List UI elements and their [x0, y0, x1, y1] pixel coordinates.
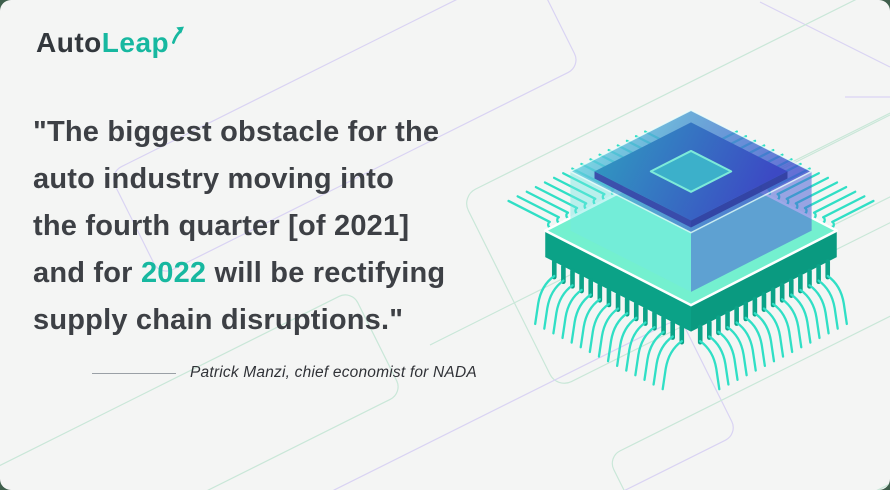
chip-pin [652, 335, 674, 386]
chip-pin [771, 302, 794, 354]
quote-line: and for 2022 will be rectifying [33, 257, 446, 289]
attribution-dash [92, 372, 176, 374]
chip-pin [507, 199, 556, 230]
cpu-chip-illustration [507, 109, 875, 391]
chip-pin [762, 307, 785, 358]
quote-line: auto industry moving into [33, 163, 395, 195]
chip-pin [534, 274, 556, 326]
chip-pin [717, 330, 739, 382]
chip-pin [588, 302, 611, 354]
chip-pin [625, 321, 647, 372]
chip-pin [735, 321, 757, 372]
chip-pin [561, 288, 583, 340]
chip-pin [615, 316, 638, 368]
chip-glass-right-face [691, 171, 812, 292]
chip-base-left-face [545, 230, 691, 332]
chip-pin [826, 274, 848, 326]
logo-text-leap: Leap [101, 27, 170, 58]
chip-pin [781, 298, 803, 349]
logo-text-auto: Auto [36, 27, 102, 58]
quote-line: supply chain disruptions." [33, 304, 404, 336]
chip-pin [726, 326, 748, 377]
quote-text: "The biggest obstacle for the auto indus… [33, 109, 533, 344]
attribution: Patrick Manzi, chief economist for NADA [92, 364, 477, 382]
quote-line: the fourth quarter [of 2021] [33, 210, 410, 242]
chip-pin [826, 199, 875, 230]
chip-pin [643, 330, 665, 382]
chip-base-right-face [691, 230, 837, 332]
chip-pin [744, 316, 767, 368]
spark-arrow-icon [172, 26, 185, 44]
logo: Auto Leap [36, 26, 185, 59]
chip-pin [552, 284, 574, 335]
chip-pin [808, 284, 830, 335]
chip-pin [570, 293, 592, 344]
chip-pin [799, 288, 821, 340]
chip-pin [634, 326, 656, 377]
chip-pin [597, 307, 620, 358]
chip-pin [708, 335, 730, 386]
chip-pin [817, 279, 839, 330]
chip-pin [661, 339, 683, 391]
chip-pin [790, 293, 812, 344]
quote-line: "The biggest obstacle for the [33, 116, 440, 148]
attribution-text: Patrick Manzi, chief economist for NADA [190, 364, 477, 381]
quote-highlight: 2022 [140, 257, 207, 289]
chip-pin [606, 312, 629, 363]
chip-center-diamond [649, 149, 733, 193]
chip-pin [753, 312, 776, 363]
chip-glass-left-face [570, 171, 691, 292]
chip-pin [579, 298, 601, 349]
chip-pin [543, 279, 565, 330]
chip-pin [699, 339, 721, 391]
